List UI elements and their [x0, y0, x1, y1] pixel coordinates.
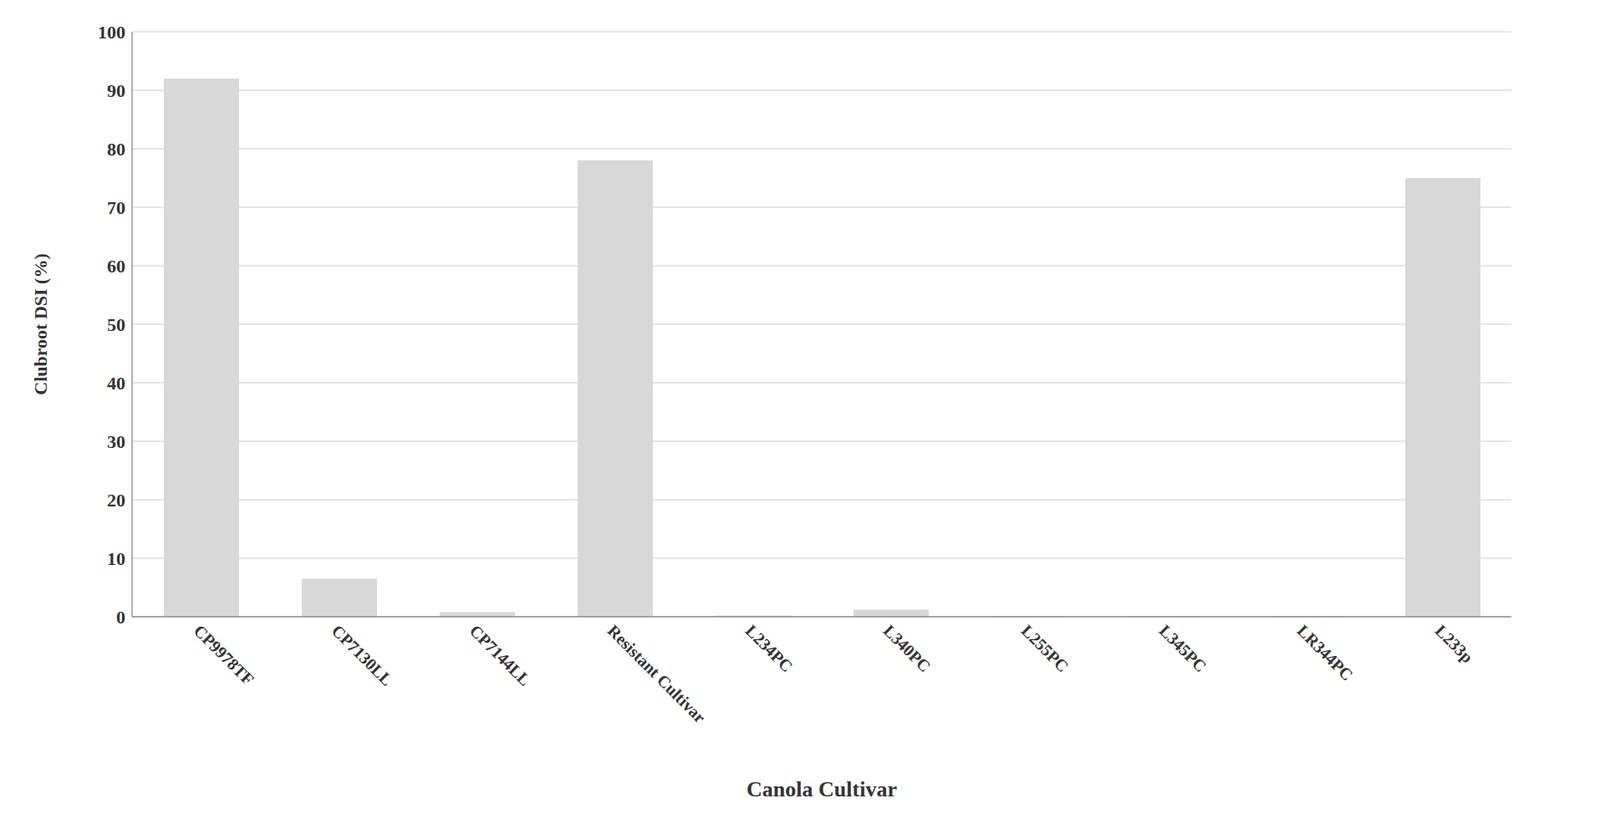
- svg-text:50: 50: [107, 314, 126, 336]
- svg-text:L233p: L233p: [1431, 621, 1478, 668]
- svg-text:Clubroot DSI (%): Clubroot DSI (%): [30, 253, 51, 396]
- svg-text:LR344PC: LR344PC: [1294, 621, 1357, 684]
- svg-text:40: 40: [107, 372, 126, 394]
- svg-text:10: 10: [107, 548, 126, 570]
- svg-text:L234PC: L234PC: [742, 621, 797, 676]
- svg-text:Canola Cultivar: Canola Cultivar: [746, 777, 897, 802]
- svg-text:CP7144LL: CP7144LL: [466, 621, 536, 690]
- svg-text:L340PC: L340PC: [880, 621, 935, 676]
- svg-text:80: 80: [107, 138, 126, 160]
- svg-text:L345PC: L345PC: [1156, 621, 1211, 676]
- svg-text:L255PC: L255PC: [1018, 621, 1073, 676]
- svg-text:Resistant Cultivar: Resistant Cultivar: [604, 621, 710, 727]
- svg-text:100: 100: [97, 21, 126, 43]
- svg-text:CP7130LL: CP7130LL: [328, 621, 398, 690]
- svg-text:60: 60: [107, 255, 126, 277]
- svg-text:CP9978TF: CP9978TF: [190, 621, 259, 689]
- svg-text:90: 90: [107, 80, 126, 102]
- svg-text:20: 20: [107, 489, 126, 511]
- svg-text:0: 0: [116, 606, 126, 628]
- svg-text:30: 30: [107, 431, 126, 453]
- svg-text:70: 70: [107, 197, 126, 219]
